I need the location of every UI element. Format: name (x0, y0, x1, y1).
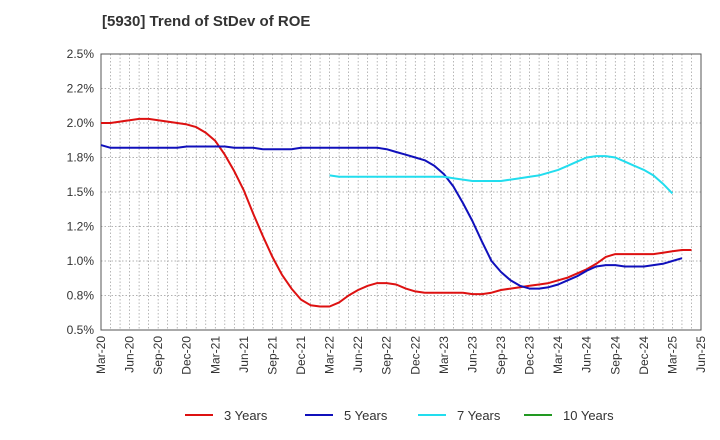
y-tick-label: 2.5% (67, 47, 95, 61)
y-tick-label: 2.2% (67, 82, 95, 96)
x-tick-label: Mar-22 (323, 336, 337, 374)
x-tick-label: Jun-24 (580, 336, 594, 373)
grid (100, 53, 702, 331)
y-tick-label: 0.5% (67, 323, 95, 337)
legend-item-5-years: 5 Years (305, 408, 388, 423)
x-tick-label: Mar-20 (94, 336, 108, 374)
axes (100, 53, 702, 331)
legend-item-10-years: 10 Years (524, 408, 614, 423)
x-tick-label: Dec-24 (637, 336, 651, 375)
x-tick-label: Sep-21 (265, 336, 279, 375)
x-tick-label: Sep-20 (151, 336, 165, 375)
x-tick-label: Jun-23 (465, 336, 479, 373)
legend-label: 3 Years (224, 408, 268, 423)
x-tick-label: Dec-20 (180, 336, 194, 375)
x-tick-labels: Mar-20 Jun-20 Sep-20 Dec-20 Mar-21 Jun-21 Sep-… (94, 336, 708, 375)
x-tick-label: Jun-20 (123, 336, 137, 373)
x-tick-label: Mar-21 (208, 336, 222, 374)
y-tick-label: 1.0% (67, 254, 95, 268)
x-tick-label: Dec-23 (523, 336, 537, 375)
series-line-7-years (329, 155, 674, 195)
x-tick-label: Dec-22 (408, 336, 422, 375)
series-lines (100, 117, 692, 308)
y-tick-label: 0.8% (67, 289, 95, 303)
x-tick-label: Mar-25 (665, 336, 679, 374)
legend-item-3-years: 3 Years (185, 408, 268, 423)
y-tick-labels: 0.5% 0.8% 1.0% 1.2% 1.5% 1.8% 2.0% 2.2% 2.5% (67, 47, 95, 337)
x-tick-label: Jun-25 (694, 336, 708, 373)
y-tick-label: 2.0% (67, 116, 95, 130)
legend: 3 Years 5 Years 7 Years 10 Years (185, 408, 614, 423)
x-tick-label: Sep-24 (608, 336, 622, 375)
y-tick-label: 1.5% (67, 185, 95, 199)
y-tick-label: 1.8% (67, 151, 95, 165)
chart-title: [5930] Trend of StDev of ROE (102, 13, 311, 30)
legend-label: 7 Years (457, 408, 501, 423)
x-tick-label: Jun-22 (351, 336, 365, 373)
y-tick-label: 1.2% (67, 220, 95, 234)
plot-frame (100, 53, 702, 331)
legend-item-7-years: 7 Years (418, 408, 501, 423)
x-tick-label: Jun-21 (237, 336, 251, 373)
legend-label: 5 Years (344, 408, 388, 423)
x-tick-label: Mar-24 (551, 336, 565, 374)
series-line-5-years (100, 144, 683, 290)
x-tick-label: Sep-22 (380, 336, 394, 375)
x-tick-label: Mar-23 (437, 336, 451, 374)
legend-label: 10 Years (563, 408, 614, 423)
series-line-3-years (101, 117, 692, 308)
x-tick-label: Dec-21 (294, 336, 308, 375)
x-tick-label: Sep-23 (494, 336, 508, 375)
